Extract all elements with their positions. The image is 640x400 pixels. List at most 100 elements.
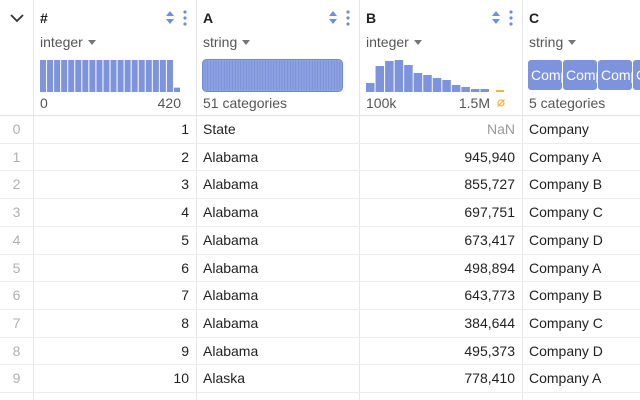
histogram-bar xyxy=(54,60,61,92)
column-divider xyxy=(522,0,523,400)
cell: 673,417 xyxy=(464,231,515,248)
cell: 778,410 xyxy=(464,370,515,387)
cell: Company B xyxy=(529,176,603,193)
histogram-bar xyxy=(442,80,451,92)
cell: 10 xyxy=(173,370,189,387)
cell: 384,644 xyxy=(464,314,515,331)
column-divider xyxy=(196,0,197,400)
category-block xyxy=(202,59,343,92)
sort-up xyxy=(329,11,337,16)
type-dropdown[interactable] xyxy=(87,37,99,47)
histogram-bar xyxy=(166,60,173,92)
cell: 498,894 xyxy=(464,259,515,276)
histogram-bar xyxy=(451,85,461,92)
column-actions[interactable] xyxy=(325,9,355,27)
cell: 3 xyxy=(181,176,189,193)
row-divider xyxy=(0,281,640,283)
row-index: 0 xyxy=(12,121,21,137)
category-bar xyxy=(202,59,343,92)
histogram-bar xyxy=(366,83,375,92)
cell: Company A xyxy=(529,370,602,387)
histogram-bar xyxy=(47,60,54,92)
column-divider xyxy=(33,0,34,400)
histogram-bar xyxy=(61,60,68,92)
row-index: 5 xyxy=(12,259,21,276)
summary-label: 51 categories xyxy=(203,95,288,111)
type-dropdown[interactable] xyxy=(241,37,253,47)
cell: 4 xyxy=(181,204,189,221)
row-divider xyxy=(0,392,640,393)
menu-dot xyxy=(346,16,350,20)
cell: 9 xyxy=(181,342,189,359)
caret xyxy=(413,40,422,45)
column-name: C xyxy=(529,10,540,26)
cell: 7 xyxy=(181,287,189,304)
row-divider xyxy=(0,364,640,366)
histogram xyxy=(40,60,180,92)
histogram xyxy=(366,60,504,92)
caret xyxy=(87,40,96,45)
type-dropdown[interactable] xyxy=(413,37,425,47)
caret xyxy=(568,40,577,45)
caret xyxy=(242,40,251,45)
cell: Company A xyxy=(529,259,602,276)
sort-down xyxy=(166,19,174,24)
column-actions[interactable] xyxy=(162,9,192,27)
menu-dot xyxy=(509,22,513,26)
cell: State xyxy=(203,121,236,137)
cell: Alabama xyxy=(203,176,259,193)
collapse-toggle[interactable] xyxy=(9,12,25,24)
histogram-bar xyxy=(159,60,166,92)
column-actions[interactable] xyxy=(488,9,518,27)
histogram-bar xyxy=(110,60,117,92)
cell: Alabama xyxy=(203,231,259,248)
histogram-bar xyxy=(470,89,480,92)
cell: Company C xyxy=(529,204,603,221)
category-segment: Company A xyxy=(563,60,597,90)
cell: 945,940 xyxy=(464,148,515,165)
null-slash xyxy=(497,99,505,107)
summary-min: 100k xyxy=(366,95,397,111)
menu-dot xyxy=(509,16,513,20)
histogram-bar xyxy=(404,65,413,92)
sort-up xyxy=(166,11,174,16)
null-circle xyxy=(497,99,505,107)
null-icon xyxy=(497,99,505,107)
cell: Alabama xyxy=(203,287,259,304)
header-divider xyxy=(0,115,640,116)
row-index: 4 xyxy=(12,231,21,248)
type-dropdown[interactable] xyxy=(567,37,579,47)
cell: Alabama xyxy=(203,259,259,276)
histogram-bar xyxy=(413,73,423,92)
histogram-bar xyxy=(103,60,110,92)
menu-dot xyxy=(346,10,350,14)
row-index: 6 xyxy=(12,287,21,304)
category-segment: Company B xyxy=(598,60,632,90)
row-divider xyxy=(0,170,640,172)
histogram-bar xyxy=(68,60,75,92)
histogram-bar xyxy=(480,89,489,92)
row-index: 8 xyxy=(12,342,21,359)
histogram-bar xyxy=(423,75,432,92)
histogram-bar xyxy=(82,60,89,92)
histogram-bar xyxy=(75,60,82,92)
row-index: 3 xyxy=(12,204,21,221)
cell: 5 xyxy=(181,231,189,248)
histogram-bar xyxy=(385,61,394,92)
row-index: 2 xyxy=(12,176,21,193)
cell: Company B xyxy=(529,287,603,304)
column-type: string xyxy=(529,34,579,50)
row-divider xyxy=(0,308,640,310)
histogram-bar xyxy=(96,60,103,92)
cell: 6 xyxy=(181,259,189,276)
cell: Alaska xyxy=(203,370,246,387)
histogram-bar xyxy=(145,60,152,92)
cell: Company xyxy=(529,121,589,137)
cell: Alabama xyxy=(203,148,259,165)
cell: Company D xyxy=(529,342,603,359)
cell: Alabama xyxy=(203,204,259,221)
cell: Alabama xyxy=(203,342,259,359)
summary-label: 5 categories xyxy=(529,95,606,111)
histogram-bar xyxy=(117,60,124,92)
